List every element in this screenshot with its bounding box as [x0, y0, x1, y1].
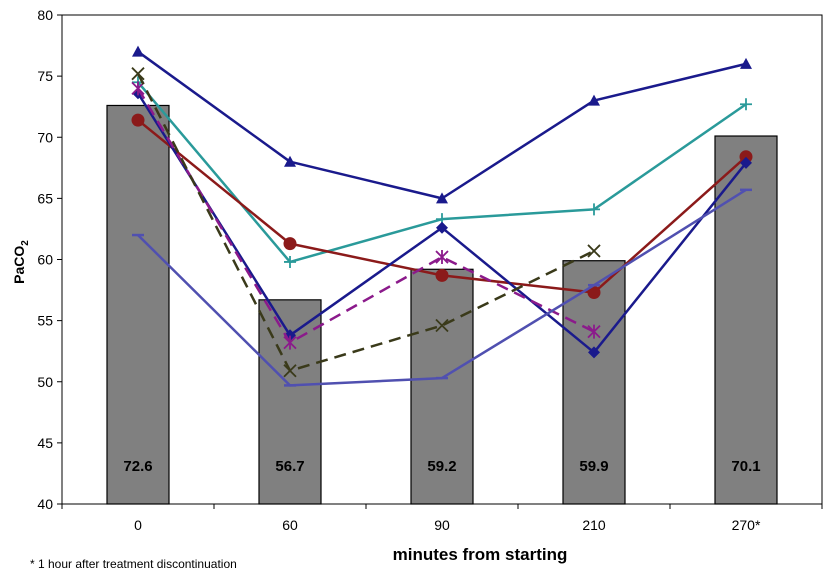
series-5-point-0 [131, 67, 145, 81]
series-0-point-1 [284, 155, 296, 167]
footnote: * 1 hour after treatment discontinuation [30, 557, 237, 571]
y-tick-label-0: 40 [37, 496, 53, 512]
y-tick-label-4: 60 [37, 252, 53, 268]
y-tick-label-3: 55 [37, 313, 53, 329]
series-2-point-0 [131, 113, 145, 127]
series-2-point-2 [435, 268, 449, 282]
series-3-point-4 [740, 156, 752, 169]
series-1-point-3 [588, 203, 600, 216]
series-4-line [136, 87, 595, 344]
series-0-point-3 [588, 94, 600, 106]
lines-layer [131, 45, 753, 387]
bar-4 [714, 135, 778, 505]
x-tick-label-4: 270* [732, 517, 761, 533]
text-layer: 72.6 56.7 59.2 59.9 70.1 40 45 50 55 60 65 70 75 80 0 6… [37, 7, 761, 533]
series-1-line [137, 81, 747, 264]
series-2-point-1 [283, 237, 297, 251]
bar-label-4: 70.1 [731, 458, 760, 475]
x-tick-label-3: 210 [582, 517, 606, 533]
series-4-point-3 [587, 324, 601, 339]
series-2-line [137, 119, 747, 294]
x-tick-label-0: 0 [134, 517, 142, 533]
series-5-line [136, 73, 595, 372]
y-tick-label-1: 45 [37, 435, 53, 451]
y-tick-label-6: 70 [37, 129, 53, 145]
series-5-point-3 [587, 244, 601, 258]
axes-layer [57, 14, 823, 509]
series-3-point-3 [588, 346, 600, 359]
series-2-point-4 [739, 150, 753, 164]
series-3-point-2 [436, 221, 448, 234]
series-0-point-0 [132, 45, 144, 57]
series-0-point-2 [436, 192, 448, 204]
x-tick-label-1: 60 [282, 517, 298, 533]
y-axis-title: PaCO2 [11, 240, 31, 284]
x-axis-title: minutes from starting [393, 545, 568, 564]
x-tick-label-2: 90 [434, 517, 450, 533]
series-1-point-1 [284, 255, 296, 268]
bar-0 [106, 104, 170, 505]
y-tick-label-5: 65 [37, 190, 53, 206]
series-1-point-4 [740, 98, 752, 111]
series-5-point-1 [283, 364, 297, 378]
series-4-point-1 [283, 335, 297, 350]
series-0-point-4 [740, 57, 752, 69]
bar-3 [562, 260, 626, 505]
bar-label-2: 59.2 [427, 458, 456, 475]
bar-label-1: 56.7 [275, 458, 304, 475]
bar-label-0: 72.6 [123, 458, 152, 475]
y-tick-label-7: 75 [37, 68, 53, 84]
series-4-point-2 [435, 250, 449, 265]
y-tick-label-2: 50 [37, 374, 53, 390]
bar-label-3: 59.9 [579, 458, 608, 475]
series-0-line [137, 50, 747, 200]
series-5-point-2 [435, 318, 449, 333]
series-4-point-0 [131, 81, 145, 96]
series-2-point-3 [587, 286, 601, 300]
y-tick-label-8: 80 [37, 7, 53, 23]
